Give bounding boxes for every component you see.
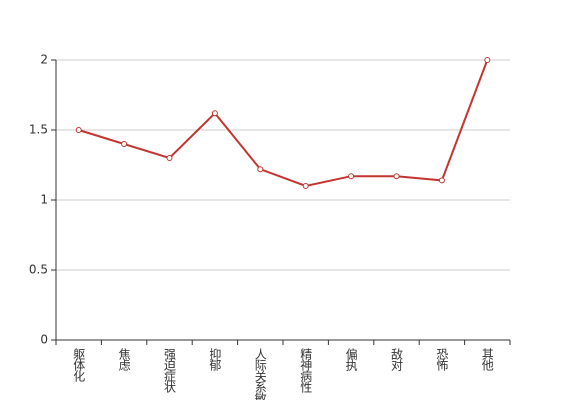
x-tick-label: 精神病性	[299, 348, 313, 394]
x-tick-label: 躯体化	[72, 347, 86, 383]
y-tick-label: 2	[40, 53, 48, 67]
y-tick-label: 1.5	[29, 123, 48, 137]
y-tick-label: 0	[40, 333, 48, 347]
point	[438, 177, 445, 184]
x-tick-label: 人际关系敏感	[253, 348, 267, 400]
point	[484, 57, 491, 63]
point	[75, 127, 82, 133]
y-tick-label: 0.5	[29, 263, 48, 277]
x-tick-label: 敌对	[390, 347, 404, 371]
point	[211, 110, 218, 117]
x-tick-label: 恐怖	[435, 348, 449, 371]
x-tick-label: 其他	[480, 348, 494, 371]
x-tick-label: 焦虑	[117, 348, 131, 371]
line	[78, 59, 489, 188]
x-tick-label: 抑郁	[208, 347, 222, 372]
point	[348, 173, 355, 180]
x-tick-label: 强迫症状	[163, 348, 177, 393]
point	[121, 141, 128, 147]
point	[257, 166, 264, 173]
point	[302, 183, 309, 189]
x-tick-label: 偏执	[344, 347, 358, 372]
y-tick-label: 1	[40, 193, 48, 207]
point	[166, 155, 173, 161]
point	[393, 173, 400, 180]
